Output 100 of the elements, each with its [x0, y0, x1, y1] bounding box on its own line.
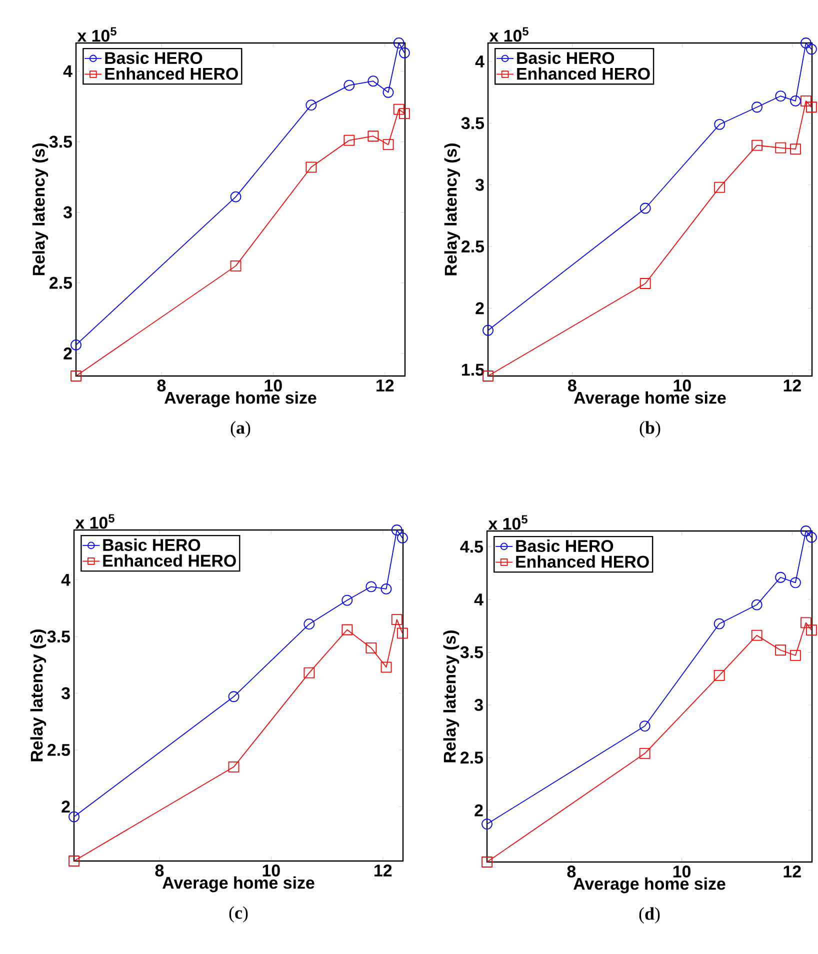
- point: [806, 532, 817, 543]
- point: [304, 618, 315, 630]
- point: [396, 532, 408, 544]
- point: [70, 340, 82, 350]
- point: [639, 720, 650, 732]
- y-tick-label: 2: [62, 800, 70, 812]
- point: [393, 104, 404, 115]
- point: [398, 108, 410, 119]
- point: [714, 618, 725, 630]
- y-tick-label: 1.5: [462, 364, 484, 376]
- x-axis-title: Average home size: [162, 876, 314, 892]
- point: [800, 617, 812, 628]
- point: [714, 182, 726, 193]
- text: (b): [640, 421, 660, 438]
- point: [790, 144, 801, 155]
- y-tick-label: 2: [64, 348, 72, 360]
- point: [482, 818, 492, 830]
- x-tick-label: 10: [262, 864, 280, 877]
- point: [230, 191, 242, 202]
- point: [751, 630, 762, 641]
- point: [306, 100, 317, 111]
- point: [775, 142, 786, 154]
- point: [380, 583, 392, 594]
- text: x 10$^{5}$: [75, 514, 114, 529]
- y-tick-label: 2.5: [460, 752, 484, 764]
- x-tick-label: 10: [674, 380, 691, 392]
- point: [68, 811, 80, 822]
- point: [344, 80, 355, 91]
- point: [790, 650, 801, 661]
- point: [382, 139, 394, 150]
- point: [714, 670, 725, 681]
- point: [775, 644, 786, 656]
- point: [790, 96, 801, 106]
- x-axis-title: Average home size: [164, 391, 316, 408]
- point: [393, 38, 404, 48]
- point: [775, 572, 786, 583]
- y-axis-title: Relay latency (s): [443, 630, 460, 762]
- point: [714, 118, 726, 130]
- point: [230, 260, 242, 272]
- x-tick-label: 10: [264, 380, 282, 392]
- y-tick-label: 3.5: [461, 117, 484, 130]
- point: [366, 581, 377, 592]
- point: [304, 667, 315, 678]
- y-axis-title: Relay latency (s): [444, 144, 460, 276]
- x-tick-label: 12: [376, 380, 394, 392]
- x-axis-title: Average home size: [574, 877, 726, 894]
- point: [228, 761, 240, 772]
- y-tick-label: 3.5: [460, 646, 484, 658]
- text: x 10$^{5}$: [488, 515, 528, 530]
- text: (a): [230, 421, 250, 438]
- x-tick-label: 8: [568, 380, 576, 392]
- point: [344, 134, 355, 146]
- point: [306, 162, 317, 173]
- text: x 10$^{5}$: [77, 27, 116, 42]
- point: [482, 370, 494, 382]
- point: [806, 102, 817, 113]
- point: [806, 624, 817, 636]
- point: [800, 526, 812, 536]
- x-tick-label: 8: [157, 380, 166, 392]
- x-tick-label: 12: [784, 866, 801, 878]
- point: [639, 748, 650, 759]
- point: [228, 691, 240, 702]
- point: [366, 642, 377, 654]
- legend-label: Basic HERO: [105, 52, 202, 64]
- point: [342, 594, 353, 606]
- y-tick-label: 3: [61, 687, 70, 700]
- legend-label: Basic HERO: [517, 52, 614, 64]
- y-axis-title: Relay latency (s): [32, 144, 48, 276]
- point: [368, 76, 379, 87]
- point: [806, 44, 817, 55]
- point: [790, 577, 801, 588]
- y-tick-label: 2.5: [48, 744, 70, 756]
- point: [70, 370, 82, 382]
- point: [391, 524, 402, 536]
- y-tick-label: 2: [474, 804, 483, 816]
- point: [368, 130, 379, 142]
- x-axis-title: Average home size: [574, 391, 726, 408]
- y-tick-label: 3: [63, 206, 72, 218]
- x-tick-label: 12: [374, 864, 392, 876]
- x-tick-label: 10: [673, 866, 690, 878]
- y-tick-label: 3: [475, 178, 484, 191]
- y-tick-label: 4: [61, 574, 70, 586]
- y-tick-label: 4: [475, 56, 484, 68]
- point: [398, 47, 410, 58]
- legend-label: Basic HERO: [103, 538, 200, 551]
- y-tick-label: 3: [474, 698, 483, 711]
- point: [482, 324, 494, 336]
- point: [775, 90, 786, 102]
- legend-label: Enhanced HERO: [516, 555, 649, 568]
- y-tick-label: 4.5: [460, 540, 484, 553]
- point: [800, 96, 812, 106]
- point: [382, 86, 394, 98]
- y-tick-label: 4: [474, 594, 484, 606]
- legend-label: Enhanced HERO: [105, 67, 238, 80]
- y-tick-label: 3.5: [47, 630, 70, 643]
- point: [800, 38, 812, 48]
- y-tick-label: 2: [476, 302, 484, 314]
- point: [640, 278, 651, 289]
- text: x 10$^{5}$: [489, 27, 528, 42]
- point: [342, 624, 353, 636]
